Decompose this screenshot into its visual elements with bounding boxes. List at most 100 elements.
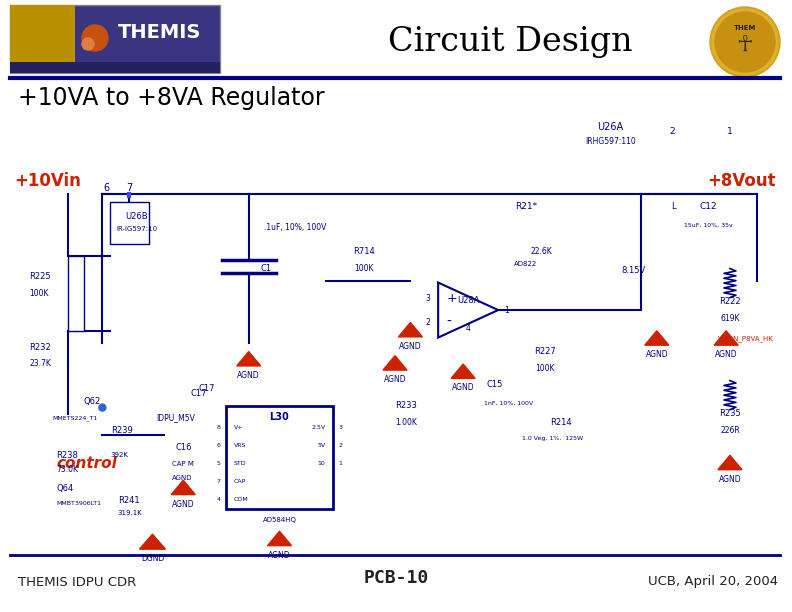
Text: U26B: U26B	[126, 212, 148, 221]
Text: R214: R214	[550, 417, 571, 427]
Circle shape	[82, 25, 108, 51]
Polygon shape	[451, 364, 475, 378]
Text: 5: 5	[217, 461, 221, 466]
Circle shape	[710, 7, 780, 77]
Text: CAP: CAP	[234, 479, 246, 484]
Text: 100K: 100K	[29, 289, 49, 298]
Text: 1.0 Veg, 1%,  125W: 1.0 Veg, 1%, 125W	[522, 436, 583, 441]
Text: AGND: AGND	[172, 499, 195, 509]
Text: AGND: AGND	[399, 342, 421, 351]
Text: 7: 7	[216, 479, 221, 484]
Polygon shape	[438, 283, 498, 338]
Text: AGND: AGND	[172, 475, 192, 481]
Text: R225: R225	[29, 272, 51, 282]
Text: 8.15V: 8.15V	[622, 266, 645, 275]
Polygon shape	[139, 534, 166, 549]
Polygon shape	[714, 331, 738, 345]
Text: VRS: VRS	[234, 443, 246, 448]
Bar	[10, 5, 220, 73]
Text: UCB, April 20, 2004: UCB, April 20, 2004	[648, 575, 778, 589]
Text: 15uF, 10%, 35v: 15uF, 10%, 35v	[683, 223, 733, 228]
Text: R714: R714	[353, 247, 375, 256]
Text: IR-IG597:10: IR-IG597:10	[116, 226, 158, 232]
Text: 392K: 392K	[110, 452, 128, 458]
Text: U28A: U28A	[457, 296, 479, 305]
Text: THEMIS: THEMIS	[118, 23, 202, 42]
Circle shape	[99, 404, 106, 411]
Circle shape	[715, 12, 775, 72]
Text: +10VA to +8VA Regulator: +10VA to +8VA Regulator	[18, 86, 325, 110]
Text: 1: 1	[338, 461, 342, 466]
Text: R227: R227	[535, 347, 556, 356]
Text: AGND: AGND	[452, 383, 474, 392]
Text: C16: C16	[175, 442, 192, 452]
Polygon shape	[171, 480, 196, 494]
Text: .1uF, 10%, 100V: .1uF, 10%, 100V	[264, 223, 326, 231]
Text: 5V: 5V	[318, 443, 326, 448]
Text: 226R: 226R	[720, 426, 740, 435]
Text: 6: 6	[103, 182, 109, 193]
Text: DGND: DGND	[141, 554, 164, 563]
Text: THEMIS IDPU CDR: THEMIS IDPU CDR	[18, 575, 136, 589]
Text: R233: R233	[396, 401, 417, 410]
Text: 1nF, 10%, 100V: 1nF, 10%, 100V	[484, 401, 533, 406]
Text: STD: STD	[234, 461, 246, 466]
Text: R241: R241	[119, 496, 140, 506]
Text: V+: V+	[234, 425, 243, 430]
Text: U26A: U26A	[597, 122, 623, 132]
Text: C12: C12	[699, 202, 717, 211]
Circle shape	[82, 38, 94, 50]
Text: AD822: AD822	[514, 261, 538, 267]
Text: 3: 3	[338, 425, 342, 430]
Text: AGND: AGND	[238, 371, 260, 380]
Text: 6: 6	[217, 443, 221, 448]
Text: AGND: AGND	[383, 375, 406, 384]
Text: PCB-10: PCB-10	[364, 569, 428, 587]
Text: 7: 7	[126, 182, 132, 193]
Text: VMON_P8VA_HK: VMON_P8VA_HK	[718, 336, 774, 343]
Text: +10Vin: +10Vin	[13, 173, 81, 190]
Text: 100K: 100K	[535, 364, 555, 373]
Polygon shape	[398, 323, 422, 337]
Text: -: -	[446, 315, 451, 329]
Polygon shape	[237, 351, 261, 366]
Polygon shape	[268, 531, 291, 546]
Bar	[10, 5, 75, 73]
Text: C17: C17	[190, 389, 207, 398]
Text: +8Vout: +8Vout	[707, 173, 776, 190]
Text: L: L	[672, 202, 676, 211]
Text: AGND: AGND	[645, 350, 668, 359]
Text: 619K: 619K	[720, 314, 740, 323]
Text: 22.6K: 22.6K	[531, 247, 552, 256]
Bar	[226, 406, 333, 509]
Text: R239: R239	[111, 426, 132, 435]
Text: R222: R222	[719, 297, 741, 306]
Text: THEM: THEM	[734, 25, 756, 31]
Text: MMBT3906LT1: MMBT3906LT1	[56, 501, 101, 506]
Text: 4: 4	[466, 324, 470, 332]
Text: 8: 8	[217, 425, 221, 430]
Text: R235: R235	[719, 409, 741, 418]
Text: 2: 2	[338, 443, 342, 448]
Text: AGND: AGND	[268, 551, 291, 559]
Text: 2: 2	[425, 318, 430, 327]
Text: control: control	[56, 456, 117, 471]
Text: L30: L30	[269, 412, 289, 422]
Text: ☥: ☥	[737, 35, 753, 55]
Text: CAP M: CAP M	[172, 461, 193, 466]
Text: Circuit Design: Circuit Design	[388, 26, 632, 58]
Text: 2: 2	[669, 127, 675, 136]
Bar	[110, 202, 149, 244]
Text: Q64: Q64	[56, 484, 74, 493]
Text: C15: C15	[487, 380, 503, 389]
Text: AGND: AGND	[715, 350, 737, 359]
Text: 2.5V: 2.5V	[311, 425, 326, 430]
Text: R232: R232	[29, 343, 51, 352]
Text: Q62: Q62	[83, 397, 101, 406]
Circle shape	[712, 9, 778, 75]
Text: AGND: AGND	[718, 475, 741, 483]
Text: 4: 4	[216, 497, 221, 502]
Text: 3: 3	[425, 294, 430, 302]
Polygon shape	[645, 331, 668, 345]
Text: 1: 1	[727, 127, 733, 136]
